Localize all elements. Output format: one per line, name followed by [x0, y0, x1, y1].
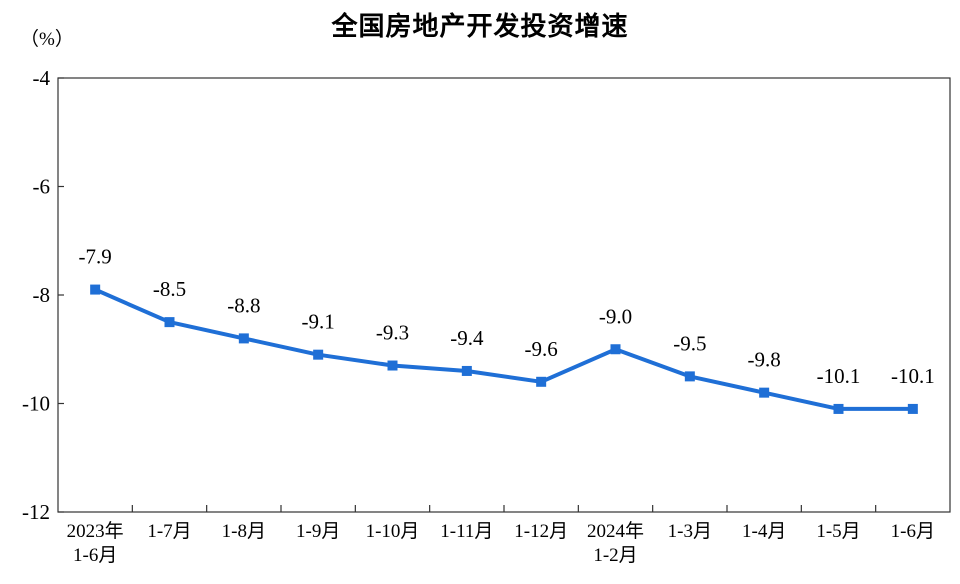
y-tick-label: -8 — [33, 283, 51, 307]
x-tick-label: 1-8月 — [222, 521, 266, 542]
plot-frame — [57, 77, 951, 513]
y-unit-label: （%） — [20, 29, 74, 50]
data-label: -8.5 — [153, 277, 186, 301]
data-point-marker — [90, 284, 101, 295]
data-label: -9.1 — [302, 310, 335, 334]
data-point-marker — [164, 317, 175, 328]
x-tick-label: 1-3月 — [668, 521, 712, 542]
x-tick-label: 1-7月 — [147, 521, 191, 542]
y-axis-ticks: -4 -6 -8 -10 -12 — [22, 66, 64, 524]
data-label: -10.1 — [817, 364, 861, 388]
x-tick-label: 2023年 1-6月 — [67, 520, 124, 566]
y-tick-label: -12 — [22, 500, 50, 524]
x-tick-label: 1-12月 — [514, 521, 568, 542]
x-tick-label: 1-10月 — [366, 521, 420, 542]
data-point-marker — [536, 376, 547, 387]
data-label: -7.9 — [79, 245, 112, 269]
data-label: -9.0 — [599, 304, 632, 328]
y-tick-label: -10 — [22, 392, 50, 416]
data-markers — [90, 284, 918, 414]
x-axis-ticks: 2023年 1-6月 1-7月 1-8月 1-9月 1-10月 1-11月 1-12月 2024… — [67, 505, 935, 566]
y-tick-label: -6 — [33, 175, 51, 199]
data-label: -9.3 — [376, 321, 409, 345]
data-point-marker — [907, 403, 918, 414]
data-label: -9.5 — [673, 331, 706, 355]
data-point-marker — [684, 371, 695, 382]
data-point-marker — [833, 403, 844, 414]
data-labels: -7.9 -8.5 -8.8 -9.1 -9.3 -9.4 -9.6 -9.0 -9.5 -9.8… — [79, 245, 935, 388]
series-line — [94, 287, 913, 411]
chart-title: 全国房地产开发投资增速 — [331, 12, 629, 42]
x-tick-label: 1-9月 — [296, 521, 340, 542]
data-label: -10.1 — [891, 364, 935, 388]
data-label: -9.8 — [748, 348, 781, 372]
x-tick-label: 1-5月 — [816, 521, 860, 542]
data-point-marker — [461, 365, 472, 376]
data-point-marker — [610, 344, 621, 355]
data-label: -9.6 — [525, 337, 558, 361]
x-tick-label: 1-4月 — [742, 521, 786, 542]
data-label: -9.4 — [450, 326, 484, 350]
x-tick-label: 1-6月 — [891, 521, 935, 542]
data-point-marker — [313, 349, 324, 360]
y-tick-label: -4 — [33, 66, 51, 90]
data-point-marker — [759, 387, 770, 398]
x-tick-label: 2024年 1-2月 — [587, 520, 644, 566]
data-point-marker — [238, 333, 249, 344]
data-label: -8.8 — [227, 293, 260, 317]
data-point-marker — [387, 360, 398, 371]
x-tick-label: 1-11月 — [440, 521, 493, 542]
